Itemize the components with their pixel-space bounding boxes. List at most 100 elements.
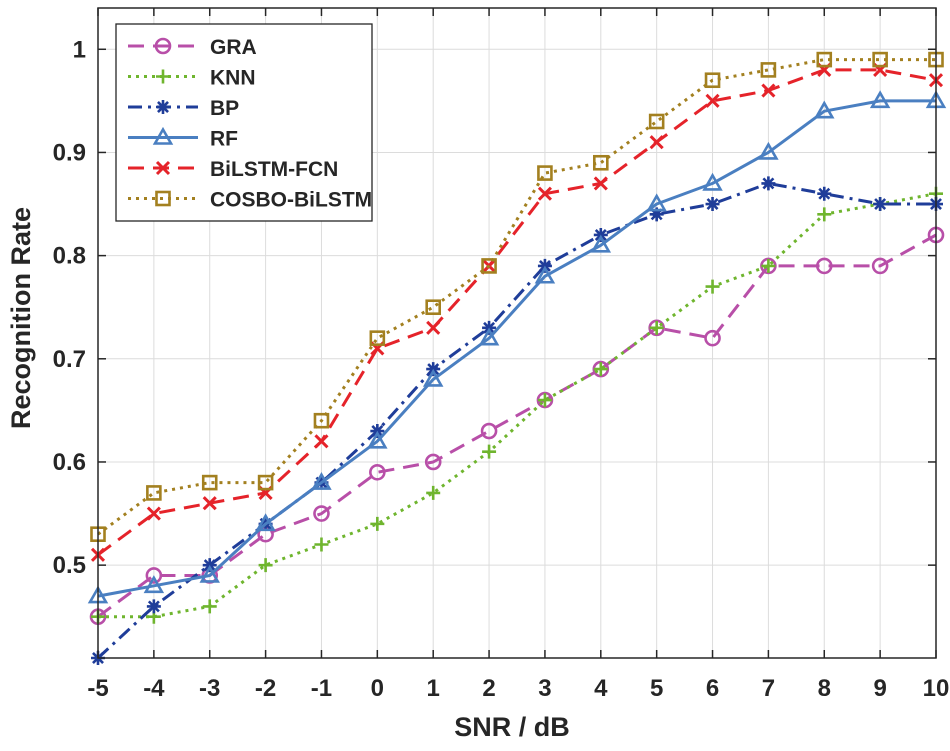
legend-item: COSBO-BiLSTM [128, 189, 372, 212]
data-point [424, 453, 442, 471]
data-point [649, 207, 664, 222]
data-point [422, 368, 444, 387]
data-point [704, 72, 721, 89]
data-point [426, 485, 441, 500]
data-point [705, 197, 720, 212]
y-tick-label: 0.6 [53, 449, 86, 476]
legend-box [115, 23, 373, 222]
legend-label: BiLSTM-FCN [210, 158, 338, 181]
legend-label: GRA [210, 36, 257, 59]
data-point [367, 430, 388, 449]
data-point [313, 412, 330, 429]
plot-frame [97, 7, 937, 659]
data-point [146, 506, 161, 521]
x-tick-label: -2 [255, 675, 276, 702]
x-tick-label: 1 [427, 675, 440, 702]
legend-item: KNN [128, 67, 256, 90]
data-point [311, 471, 332, 490]
series-line [97, 99, 936, 598]
data-point [817, 186, 832, 201]
data-point [478, 327, 500, 346]
data-point [649, 320, 664, 335]
legend-item: GRA [128, 36, 257, 59]
series-line [97, 68, 937, 557]
data-point [704, 329, 721, 347]
data-point [590, 234, 612, 253]
data-point [649, 135, 664, 150]
data-point [202, 496, 217, 511]
data-point [816, 51, 833, 68]
x-tick-label: -4 [143, 675, 165, 702]
x-tick-label: -1 [311, 675, 332, 702]
legend-marker [156, 100, 170, 114]
x-tick-label: 7 [762, 675, 775, 702]
legend: GRA KNN BP RF BiLSTM-FCN COSBO-BiLSTM [115, 23, 373, 222]
x-tick-label: 8 [818, 675, 831, 702]
data-point [370, 516, 385, 531]
data-point [758, 141, 779, 160]
legend-label: BP [210, 97, 239, 120]
legend-label: COSBO-BiLSTM [210, 189, 372, 212]
y-tick-label: 0.7 [53, 346, 86, 373]
data-point [313, 505, 330, 522]
series-layer [87, 51, 947, 665]
legend-label: RF [210, 128, 238, 151]
data-point [646, 193, 667, 212]
series-cosbo-bilstm [90, 51, 944, 542]
legend-item: BP [128, 97, 239, 120]
series-line [97, 233, 937, 618]
data-point [593, 176, 608, 191]
data-point [648, 113, 665, 130]
data-point [314, 434, 329, 449]
legend-marker [154, 37, 172, 55]
x-axis-label: SNR / dB [454, 712, 570, 742]
y-axis-label: Recognition Rate [6, 207, 36, 429]
data-point [705, 279, 720, 294]
series-rf [87, 90, 947, 604]
data-point [705, 93, 720, 108]
frame-layer [97, 7, 937, 659]
data-point [482, 444, 497, 459]
data-point [369, 330, 386, 346]
data-point [815, 257, 833, 275]
x-tick-label: 6 [706, 675, 719, 702]
data-point [481, 258, 497, 274]
legend-marker [152, 126, 174, 145]
data-point [258, 558, 273, 573]
x-tick-label: 4 [594, 675, 608, 702]
series-bp [91, 176, 943, 665]
x-tick-label: -5 [87, 675, 108, 702]
x-tick-label: 10 [923, 675, 950, 702]
data-point [871, 257, 889, 275]
data-point [369, 463, 386, 481]
data-point [202, 599, 217, 614]
y-tick-label: 0.8 [53, 243, 86, 270]
x-tick-label: 2 [482, 675, 495, 702]
data-point [201, 474, 218, 491]
y-tick-label: 1 [73, 36, 86, 63]
tick-layer: -5 -4 -3 -2 -1 0 1 2 3 4 5 6 7 8 9 10 0.5 0.6 0.7 0.8 0.9 1 [53, 8, 950, 702]
x-tick-label: -3 [199, 675, 220, 702]
data-point [199, 564, 220, 583]
data-point [761, 258, 776, 273]
series-line [96, 181, 936, 660]
legend-label: KNN [210, 67, 256, 90]
x-tick-label: 9 [873, 675, 886, 702]
data-point [143, 575, 165, 594]
series-line [98, 192, 937, 619]
data-point [869, 90, 891, 109]
x-tick-label: 0 [371, 675, 384, 702]
data-point [255, 513, 276, 532]
data-point [702, 172, 723, 191]
series-line [97, 58, 936, 536]
legend-marker [156, 69, 170, 84]
legend-item: RF [128, 126, 238, 151]
data-point [146, 599, 161, 614]
data-point [537, 165, 553, 181]
data-point [817, 207, 832, 222]
data-point [425, 299, 442, 316]
data-point [760, 62, 777, 78]
data-point [145, 567, 163, 584]
data-point [480, 422, 498, 440]
